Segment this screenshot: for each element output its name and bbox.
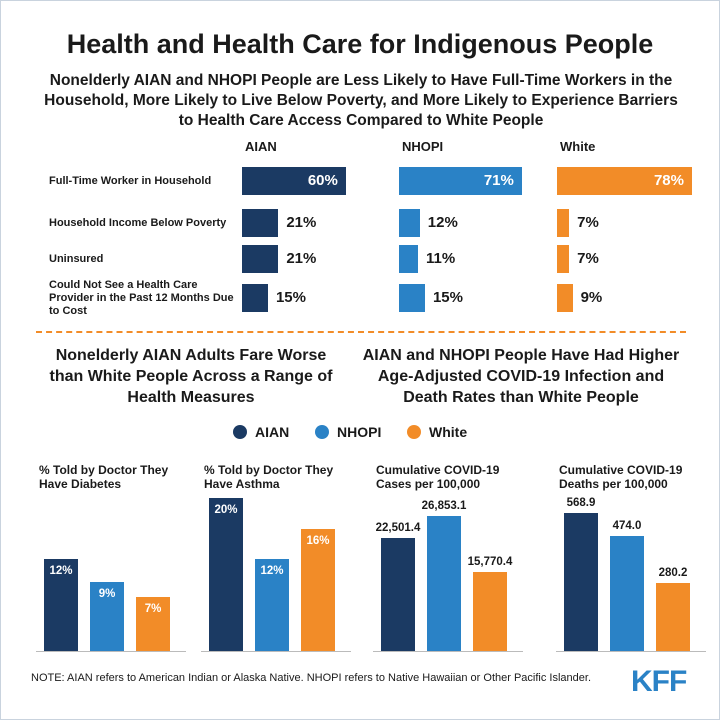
bar (90, 582, 124, 651)
legend-label: AIAN (255, 424, 290, 440)
bar (610, 536, 644, 651)
bar (399, 245, 419, 273)
bar (399, 284, 425, 312)
bar (656, 583, 690, 651)
bar (564, 513, 598, 651)
bar (473, 571, 507, 651)
legend-label: White (429, 424, 468, 440)
bar (399, 209, 420, 237)
value-label: 7% (144, 603, 162, 616)
bar (242, 245, 279, 273)
value-label: 21% (286, 214, 317, 231)
bar (242, 167, 346, 195)
bar (255, 559, 289, 651)
bar (381, 537, 415, 651)
value-label: 60% (307, 172, 338, 189)
value-label: 15,770.4 (467, 555, 513, 568)
panel-header: White (560, 139, 596, 154)
value-label: 26,853.1 (421, 500, 467, 512)
category-label: Could Not See a Health Care Provider in … (49, 278, 234, 317)
chart-title: Cumulative COVID-19 Cases per 100,000 (376, 463, 500, 491)
section-title: Nonelderly AIAN Adults Fare Worse than W… (49, 347, 333, 406)
baseline (373, 651, 523, 652)
baseline (556, 651, 706, 652)
bar (399, 167, 522, 195)
value-label: 474.0 (612, 520, 642, 533)
chart-title: % Told by Doctor They Have Asthma (204, 463, 334, 491)
bar (557, 245, 570, 273)
bar (242, 284, 268, 312)
value-label: 20% (214, 504, 238, 516)
panel-header: NHOPI (402, 139, 444, 154)
value-label: 280.2 (658, 567, 688, 580)
value-label: 71% (483, 172, 514, 189)
chart-title: Nonelderly AIAN and NHOPI People are Les… (44, 72, 678, 129)
legend-label: NHOPI (337, 424, 382, 440)
baseline (36, 651, 186, 652)
bar (301, 528, 335, 651)
bar (557, 209, 570, 237)
logo: KFF (631, 665, 687, 698)
bar (557, 284, 573, 312)
panel-header: AIAN (245, 139, 277, 154)
value-label: 9% (98, 588, 116, 601)
value-label: 16% (306, 534, 330, 547)
bar (557, 167, 692, 195)
value-label: 21% (286, 250, 317, 267)
bar (44, 559, 78, 651)
legend-swatch (315, 425, 329, 439)
value-label: 9% (580, 289, 603, 306)
category-label: Full-Time Worker in Household (49, 174, 212, 187)
baseline (201, 651, 351, 652)
bar (136, 597, 170, 651)
value-label: 11% (426, 250, 456, 267)
section-title: AIAN and NHOPI People Have Had Higher Ag… (362, 347, 680, 406)
value-label: 7% (577, 214, 599, 231)
value-label: 568.9 (566, 497, 596, 509)
value-label: 15% (275, 289, 306, 306)
value-label: 78% (653, 172, 684, 189)
note: NOTE: AIAN refers to American Indian or … (31, 672, 592, 684)
page-title: Health and Health Care for Indigenous Pe… (66, 29, 654, 59)
value-label: 12% (260, 565, 284, 578)
value-label: 12% (427, 214, 458, 231)
chart-title: % Told by Doctor They Have Diabetes (39, 463, 169, 491)
legend-swatch (407, 425, 421, 439)
legend-swatch (233, 425, 247, 439)
value-label: 22,501.4 (375, 521, 421, 534)
category-label: Uninsured (49, 252, 104, 265)
category-label: Household Income Below Poverty (49, 216, 227, 229)
bar (242, 209, 279, 237)
value-label: 7% (577, 250, 599, 267)
value-label: 15% (432, 289, 463, 306)
bar (209, 498, 243, 651)
bar (427, 516, 461, 651)
divider (36, 331, 686, 333)
chart-title: Cumulative COVID-19 Deaths per 100,000 (559, 463, 683, 491)
value-label: 12% (49, 565, 73, 578)
